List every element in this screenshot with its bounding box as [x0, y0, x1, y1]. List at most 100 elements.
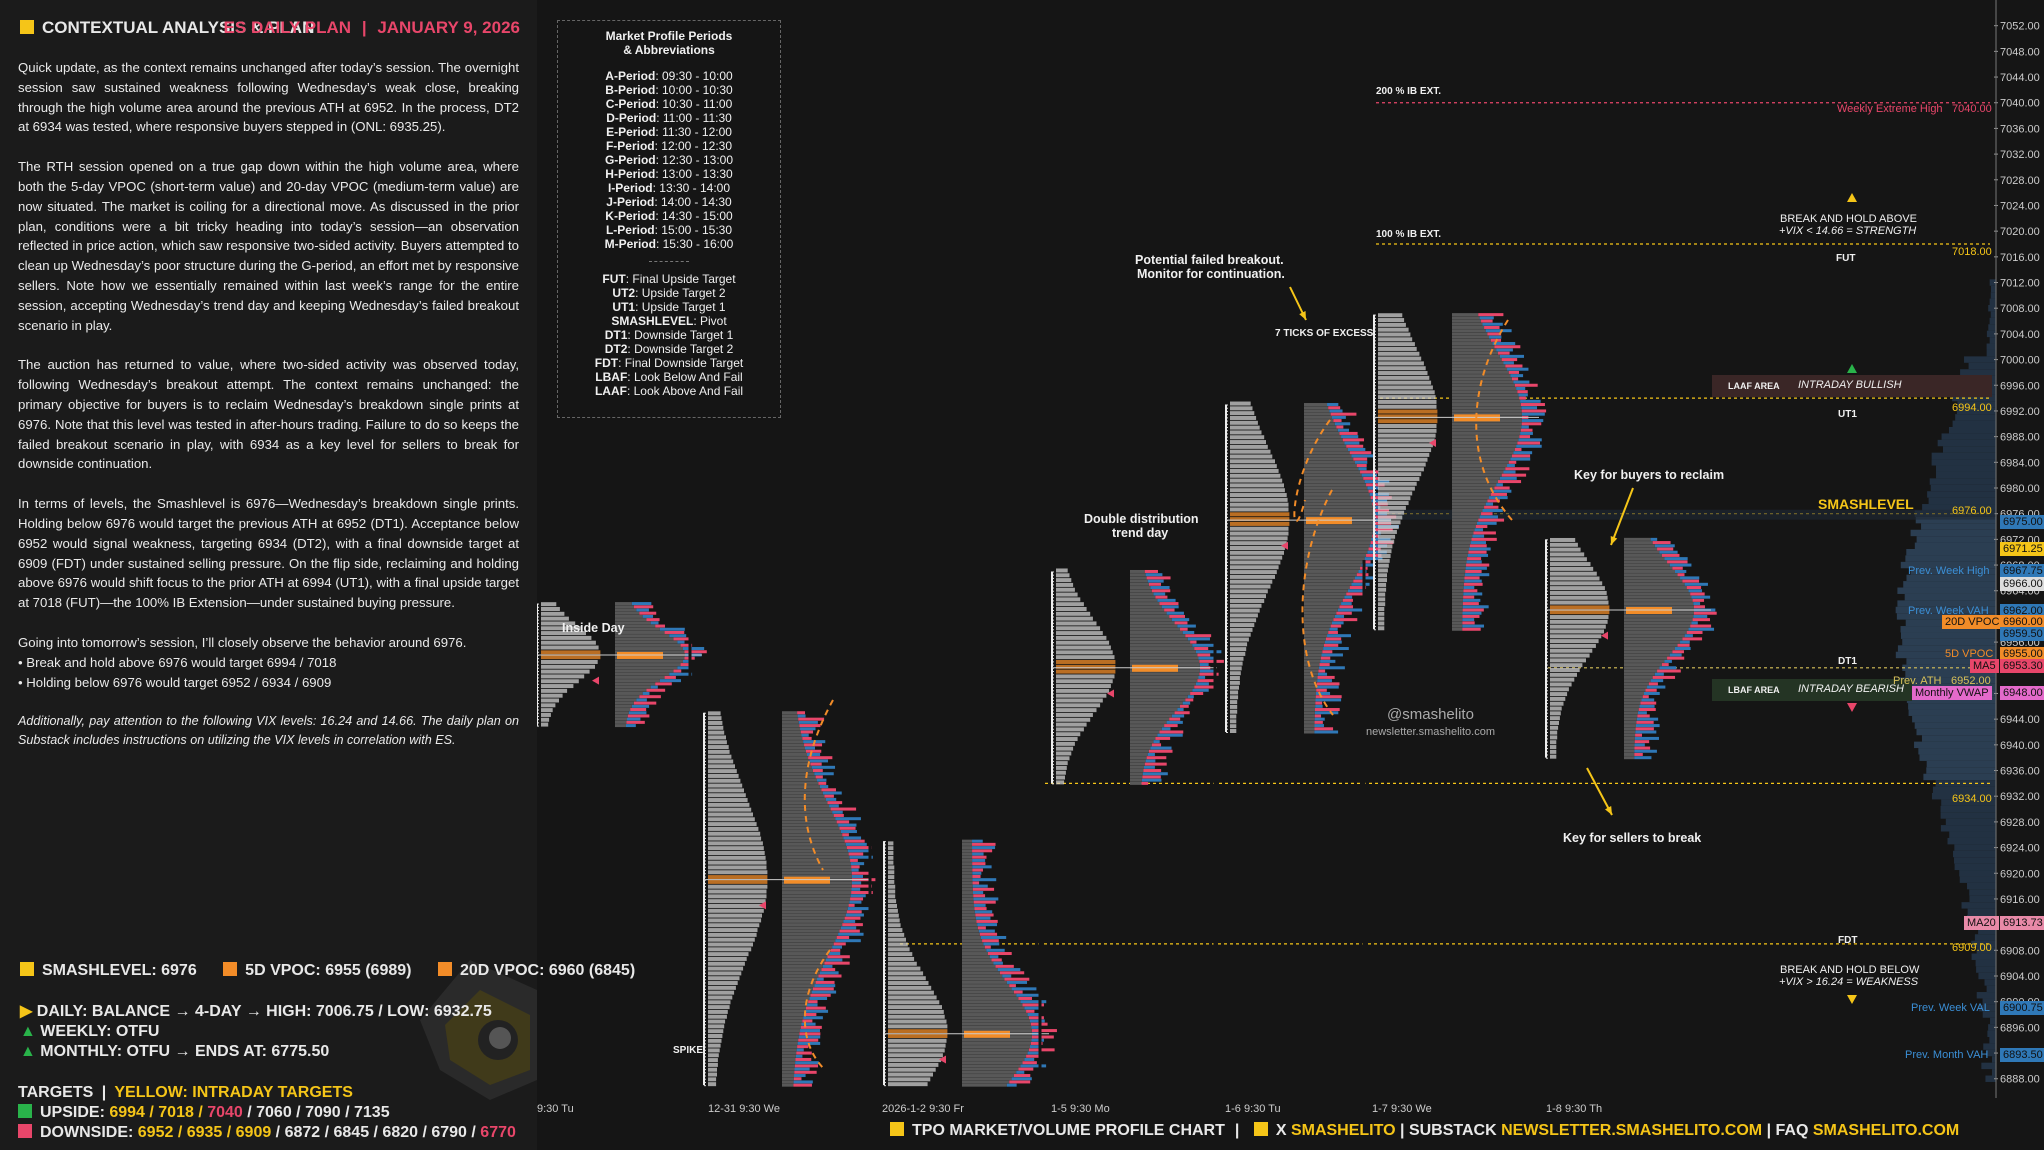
- tpo-letters: [708, 885, 767, 889]
- session-delta-bar: [976, 917, 991, 920]
- session-delta-bar: [1167, 721, 1183, 724]
- session-volume-bar: [1452, 625, 1462, 628]
- session-delta-bar: [1496, 348, 1513, 351]
- session-delta-bar: [975, 914, 993, 917]
- session-delta-bar: [1634, 756, 1651, 759]
- session-volume-bar: [1304, 487, 1367, 490]
- legend-abbr-key: DT1: [605, 328, 628, 342]
- tpo-letters: [1230, 455, 1272, 459]
- arrow-buyers-head: [1611, 536, 1618, 545]
- session-volume-bar: [1624, 711, 1638, 714]
- session-delta-bar: [1016, 994, 1041, 997]
- session-volume-bar: [962, 849, 972, 852]
- session-delta-bar: [1507, 464, 1515, 467]
- plan-title-wrap: ES DAILY PLAN | JANUARY 9, 2026: [224, 18, 520, 38]
- session-delta-bar: [1030, 1019, 1045, 1022]
- volume-profile-bar: [1989, 1037, 1996, 1043]
- session-delta-bar: [1521, 406, 1537, 409]
- session-delta-bar: [850, 897, 863, 900]
- tpo-letters: [541, 655, 600, 659]
- y-tick-label: 6996.00: [2000, 380, 2040, 392]
- session-delta-bar: [837, 820, 849, 823]
- tpo-letters: [708, 769, 737, 773]
- tpo-letters: [1056, 723, 1087, 727]
- session-delta-bar: [1353, 458, 1367, 461]
- session-volume-bar: [1130, 689, 1192, 692]
- session-volume-bar: [1624, 679, 1651, 682]
- session-volume-bar: [1452, 519, 1478, 522]
- tpo-letters: [1378, 501, 1409, 505]
- session-volume-bar: [962, 1064, 1021, 1067]
- session-volume-bar: [1304, 483, 1366, 486]
- session-delta-bar: [1318, 673, 1327, 676]
- session-delta-bar: [660, 679, 681, 682]
- session-delta-bar: [1363, 477, 1379, 480]
- session-delta-bar: [1515, 448, 1522, 451]
- legend-abbr-5: DT2: Downside Target 2: [558, 342, 780, 356]
- session-volume-bar: [782, 817, 835, 820]
- volume-profile-bar: [1981, 1063, 1996, 1069]
- footer-substack-link[interactable]: NEWSLETTER.SMASHELITO.COM: [1501, 1122, 1762, 1139]
- session-volume-bar: [1624, 670, 1657, 673]
- session-volume-bar: [782, 1052, 796, 1055]
- session-volume-bar: [962, 1000, 1021, 1003]
- session-delta-bar: [1150, 586, 1169, 589]
- tpo-letters: [888, 904, 897, 908]
- session-delta-bar: [1694, 605, 1705, 608]
- tpo-letters: [1230, 541, 1287, 545]
- dt1-label: DT1: [1838, 656, 1857, 667]
- session-delta-bar: [826, 798, 836, 801]
- session-delta-bar: [1513, 451, 1532, 454]
- session-delta-bar: [1657, 670, 1681, 673]
- session-delta-bar: [1510, 458, 1530, 461]
- volume-profile-bar: [1991, 311, 1996, 317]
- volume-profile-bar: [1919, 754, 1996, 760]
- tpo-letters: [1550, 552, 1584, 556]
- tpo-letters: [1378, 544, 1392, 548]
- volume-profile-bar: [1909, 710, 1996, 716]
- session-volume-bar: [1452, 387, 1516, 390]
- session-volume-bar: [782, 984, 814, 987]
- tpo-letters: [1550, 605, 1609, 609]
- tpo-letters: [708, 832, 760, 836]
- session-delta-bar: [665, 676, 676, 679]
- tpo-letters: [1550, 577, 1600, 581]
- tpo-letters: [1056, 703, 1100, 707]
- tpo-axis-mark: [884, 1085, 886, 1086]
- session-delta-bar: [651, 686, 658, 689]
- session-volume-bar: [782, 930, 840, 933]
- session-delta-bar: [799, 724, 820, 727]
- session-delta-bar: [973, 885, 988, 888]
- session-volume-bar: [1304, 686, 1316, 689]
- session-volume-bar: [782, 971, 820, 974]
- session-volume-bar: [1452, 544, 1470, 547]
- session-delta-bar: [831, 949, 841, 952]
- session-volume-bar: [1452, 586, 1464, 589]
- session-volume-bar: [782, 711, 797, 714]
- volume-profile-bar: [1943, 446, 1996, 452]
- footer-x-link[interactable]: SMASHELITO: [1291, 1122, 1396, 1139]
- tpo-letters: [888, 894, 895, 898]
- session-delta-bar: [795, 1064, 818, 1067]
- session-delta-bar: [972, 875, 980, 878]
- y-tick-label: 7040.00: [2000, 98, 2040, 110]
- session-delta-bar: [1183, 702, 1190, 705]
- tpo-letters: [1230, 503, 1289, 507]
- tpo-letters: [1230, 512, 1289, 516]
- session-volume-bar: [782, 865, 851, 868]
- session-volume-bar: [1624, 576, 1680, 579]
- monthly-status: ▲ MONTHLY: OTFU → ENDS AT: 6775.50: [20, 1042, 492, 1062]
- legend-period-desc: : 10:30 - 11:00: [656, 97, 733, 111]
- session-delta-bar: [1200, 663, 1209, 666]
- session-volume-bar: [1452, 406, 1521, 409]
- footer-faq-link[interactable]: SMASHELITO.COM: [1813, 1122, 1959, 1139]
- legend-period-7: H-Period: 13:00 - 13:30: [558, 167, 780, 181]
- volume-profile-bar: [1912, 716, 1996, 722]
- tpo-letters: [1550, 538, 1575, 542]
- volume-profile-bar: [1976, 966, 1996, 972]
- session-volume-bar: [1624, 698, 1642, 701]
- session-delta-bar: [814, 984, 835, 987]
- session-volume-bar: [1130, 583, 1149, 586]
- session-delta-bar: [1693, 615, 1707, 618]
- session-delta-bar: [1680, 641, 1690, 644]
